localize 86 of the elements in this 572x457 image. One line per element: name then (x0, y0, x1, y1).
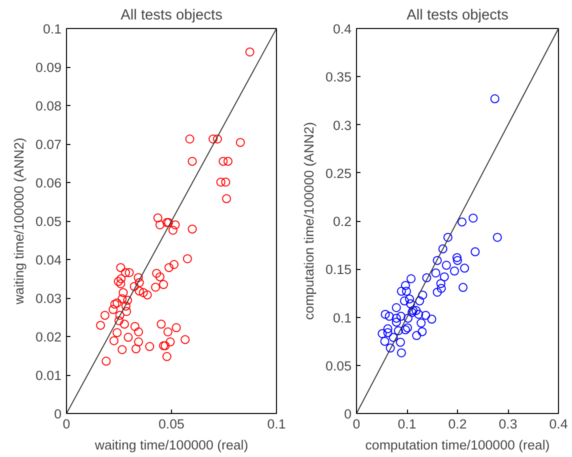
x-tick-label: 0.4 (549, 416, 568, 432)
y-tick-label: 0.06 (36, 176, 62, 190)
x-tick-label: 0.1 (398, 416, 416, 432)
point (421, 310, 430, 320)
point (384, 312, 394, 321)
y-tick-label: 0.09 (36, 60, 62, 75)
point (396, 348, 406, 358)
y-tick-label: 0.05 (326, 358, 352, 374)
x-axis-title: waiting time/100000 (real) (94, 438, 248, 452)
point (460, 264, 470, 273)
point (406, 274, 416, 284)
y-tick-label: 0.15 (326, 262, 352, 278)
chart-title: All tests objects (120, 8, 222, 24)
point (490, 94, 500, 104)
point (432, 288, 442, 297)
point (458, 282, 468, 292)
point (440, 272, 449, 282)
point (436, 284, 446, 293)
y-tick-label: 0.08 (36, 98, 62, 114)
point (383, 324, 392, 334)
point (396, 338, 405, 347)
point (453, 256, 462, 265)
point (458, 217, 467, 226)
chart-title: All tests objects (406, 8, 508, 24)
point (380, 310, 390, 319)
point (396, 312, 406, 321)
point (414, 310, 424, 319)
y-tick-label: 0.35 (326, 70, 352, 85)
point (443, 232, 452, 242)
point (422, 273, 432, 282)
point (436, 279, 446, 288)
point (388, 332, 398, 342)
point (468, 214, 478, 223)
point (392, 314, 401, 323)
point (394, 326, 403, 336)
y-tick-label: 0.04 (36, 252, 62, 268)
x-tick-label: 0.2 (448, 416, 467, 432)
y-tick-label: 0.07 (36, 137, 62, 152)
point (442, 260, 451, 270)
point (418, 290, 428, 300)
point (380, 336, 390, 346)
point (427, 314, 436, 324)
point (400, 296, 409, 306)
point (400, 325, 410, 334)
y-tick-label: 0 (54, 406, 62, 422)
y-tick-label: 0.01 (36, 368, 62, 383)
point (418, 327, 427, 336)
point (404, 314, 413, 323)
point (403, 323, 412, 332)
point (412, 306, 421, 316)
y-tick-label: 0.03 (36, 291, 62, 306)
y-tick-label: 0.3 (332, 118, 352, 133)
point (402, 286, 411, 296)
point (406, 299, 416, 308)
y-axis-title: waiting time/100000 (ANN2) (12, 138, 27, 306)
y-tick-label: 0.1 (332, 310, 352, 326)
y-tick-label: 0 (344, 406, 352, 422)
point (416, 318, 426, 328)
point (378, 329, 387, 338)
y-tick-label: 0.2 (332, 214, 352, 229)
x-tick-label: 0.3 (498, 416, 518, 432)
x-tick-label: 0.1 (267, 416, 286, 432)
point (386, 344, 395, 353)
y-tick-label: 0.25 (326, 166, 352, 181)
y-tick-label: 0.1 (42, 22, 62, 36)
point (383, 328, 392, 338)
x-tick-label: 0.05 (158, 416, 184, 432)
y-axis-title: computation time/100000 (ANN2) (302, 122, 317, 320)
point (412, 331, 422, 340)
point (431, 268, 440, 278)
y-tick-label: 0.4 (332, 22, 352, 36)
point (392, 303, 401, 312)
point (400, 280, 410, 290)
point (392, 318, 401, 327)
point (438, 244, 448, 254)
point (396, 286, 406, 296)
point (450, 266, 459, 276)
point (405, 294, 414, 304)
point (492, 232, 502, 242)
y-tick-label: 0.05 (36, 214, 62, 229)
point (470, 247, 480, 256)
point (415, 296, 424, 306)
x-axis-title: computation time/100000 (real) (365, 438, 550, 452)
point (432, 256, 442, 265)
point (452, 253, 462, 262)
y-tick-label: 0.02 (36, 330, 62, 344)
